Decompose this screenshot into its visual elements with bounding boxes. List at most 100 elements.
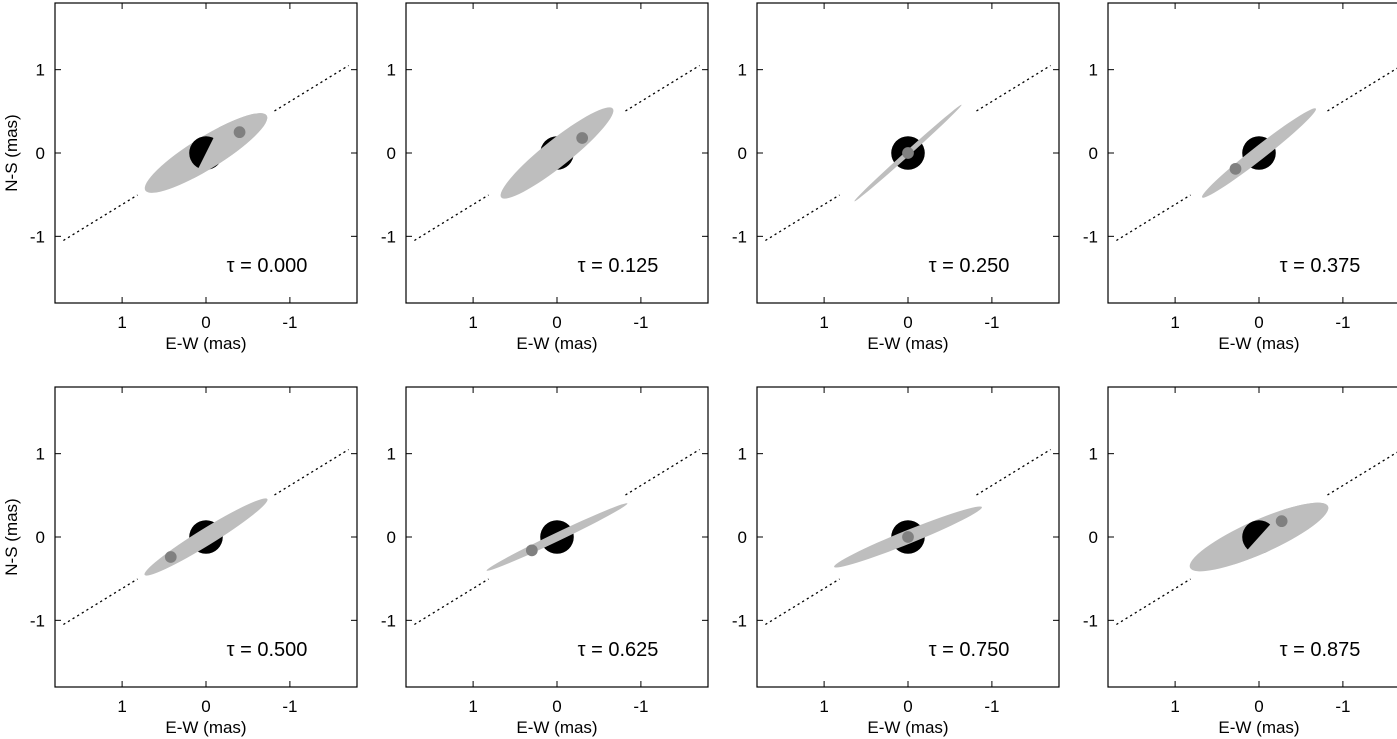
tau-annotation: τ = 0.625 <box>578 639 659 661</box>
y-axis-label: N-S (mas) <box>2 114 21 191</box>
disk-ellipse <box>144 498 268 576</box>
orbit-path-segment <box>625 64 700 112</box>
panel-7: 1 0 -1 1 0 -1 τ = 0.750 E-W (mas) <box>732 386 1060 737</box>
x-axis-label: E-W (mas) <box>516 718 597 737</box>
plot-area <box>765 448 1051 626</box>
disk-ellipse <box>500 107 614 199</box>
y-tick-label: 1 <box>36 61 45 80</box>
x-tick-label: -1 <box>282 313 297 332</box>
x-tick-label: 1 <box>1170 697 1179 716</box>
y-tick-label: -1 <box>732 227 747 246</box>
y-tick-label: 0 <box>36 144 45 163</box>
tau-annotation: τ = 0.375 <box>1280 255 1361 277</box>
companion-star <box>902 147 914 159</box>
y-tick-label: 0 <box>1089 528 1098 547</box>
x-tick-label: 0 <box>1254 313 1263 332</box>
y-tick-label: 1 <box>1089 445 1098 464</box>
y-tick-label: 1 <box>738 445 747 464</box>
y-tick-label: -1 <box>381 611 396 630</box>
y-tick-label: -1 <box>30 611 45 630</box>
x-tick-label: 1 <box>468 313 477 332</box>
y-tick-label: 1 <box>387 445 396 464</box>
y-tick-label: 1 <box>36 445 45 464</box>
plot-area <box>63 64 349 242</box>
panel-1: 1 0 -1 1 0 -1 τ = 0.000 E-W (mas) N-S (mas) <box>2 2 358 353</box>
companion-star <box>1229 162 1242 175</box>
plot-area <box>414 448 700 626</box>
panel-2: 1 0 -1 1 0 -1 τ = 0.125 E-W (mas) <box>381 2 709 353</box>
panel-8: 1 0 -1 1 0 -1 τ = 0.875 E-W (mas) <box>1083 386 1397 737</box>
x-tick-label: 0 <box>903 697 912 716</box>
orbit-path-segment <box>1327 451 1397 496</box>
tau-annotation: τ = 0.875 <box>1280 639 1361 661</box>
x-tick-label: 1 <box>468 697 477 716</box>
panel-5: 1 0 -1 1 0 -1 τ = 0.500 E-W (mas) N-S (mas) <box>2 386 358 737</box>
x-tick-label: 0 <box>201 313 210 332</box>
orbit-path-segment <box>63 578 138 626</box>
orbit-path-segment <box>63 194 138 242</box>
y-axis-label: N-S (mas) <box>2 498 21 575</box>
panel-6: 1 0 -1 1 0 -1 τ = 0.625 E-W (mas) <box>381 386 709 737</box>
y-tick-label: -1 <box>1083 611 1098 630</box>
x-tick-label: 1 <box>1170 313 1179 332</box>
x-tick-label: 1 <box>117 697 126 716</box>
orbit-path-segment <box>274 64 349 112</box>
y-tick-label: -1 <box>732 611 747 630</box>
tau-annotation: τ = 0.750 <box>929 639 1010 661</box>
x-tick-label: 0 <box>201 697 210 716</box>
x-tick-label: 1 <box>819 313 828 332</box>
x-tick-label: -1 <box>633 313 648 332</box>
x-tick-label: 1 <box>819 697 828 716</box>
y-tick-label: 0 <box>738 144 747 163</box>
orbit-path-segment <box>625 448 700 496</box>
tau-annotation: τ = 0.500 <box>227 639 308 661</box>
companion-star <box>164 551 177 563</box>
x-tick-label: 0 <box>552 697 561 716</box>
companion-star <box>1275 515 1288 528</box>
plot-area <box>414 64 700 242</box>
x-tick-label: 0 <box>1254 697 1263 716</box>
x-axis-label: E-W (mas) <box>165 334 246 353</box>
y-tick-label: 0 <box>387 144 396 163</box>
companion-star <box>576 132 589 144</box>
y-tick-label: 0 <box>387 528 396 547</box>
orbit-path-segment <box>274 448 349 496</box>
x-tick-label: -1 <box>633 697 648 716</box>
x-tick-label: 0 <box>903 313 912 332</box>
tau-annotation: τ = 0.125 <box>578 255 659 277</box>
tau-annotation: τ = 0.000 <box>227 255 308 277</box>
x-tick-label: -1 <box>1335 313 1350 332</box>
orbit-path-segment <box>765 194 840 242</box>
x-tick-label: 1 <box>117 313 126 332</box>
x-tick-label: -1 <box>984 697 999 716</box>
orbit-path-segment <box>1116 578 1191 626</box>
plot-area <box>1116 67 1397 242</box>
x-tick-label: -1 <box>984 313 999 332</box>
orbit-path-segment <box>414 194 489 242</box>
y-tick-label: 0 <box>1089 144 1098 163</box>
plot-area <box>1116 451 1397 626</box>
x-axis-label: E-W (mas) <box>1218 334 1299 353</box>
companion-star <box>525 544 538 557</box>
orbit-path-segment <box>1116 194 1191 242</box>
x-tick-label: -1 <box>282 697 297 716</box>
orbit-path-segment <box>1327 67 1397 112</box>
y-tick-label: -1 <box>381 227 396 246</box>
orbit-path-segment <box>765 578 840 626</box>
y-tick-label: 0 <box>738 528 747 547</box>
y-tick-label: -1 <box>30 227 45 246</box>
x-tick-label: 0 <box>552 313 561 332</box>
y-tick-label: 1 <box>1089 61 1098 80</box>
plot-area <box>63 448 349 626</box>
tau-annotation: τ = 0.250 <box>929 255 1010 277</box>
companion-star <box>233 126 246 139</box>
orbit-path-segment <box>976 448 1051 496</box>
orbit-path-segment <box>976 64 1051 112</box>
x-axis-label: E-W (mas) <box>867 718 948 737</box>
orbit-path-segment <box>414 578 489 626</box>
x-axis-label: E-W (mas) <box>516 334 597 353</box>
y-tick-label: -1 <box>1083 227 1098 246</box>
x-axis-label: E-W (mas) <box>867 334 948 353</box>
panel-3: 1 0 -1 1 0 -1 τ = 0.250 E-W (mas) <box>732 2 1060 353</box>
